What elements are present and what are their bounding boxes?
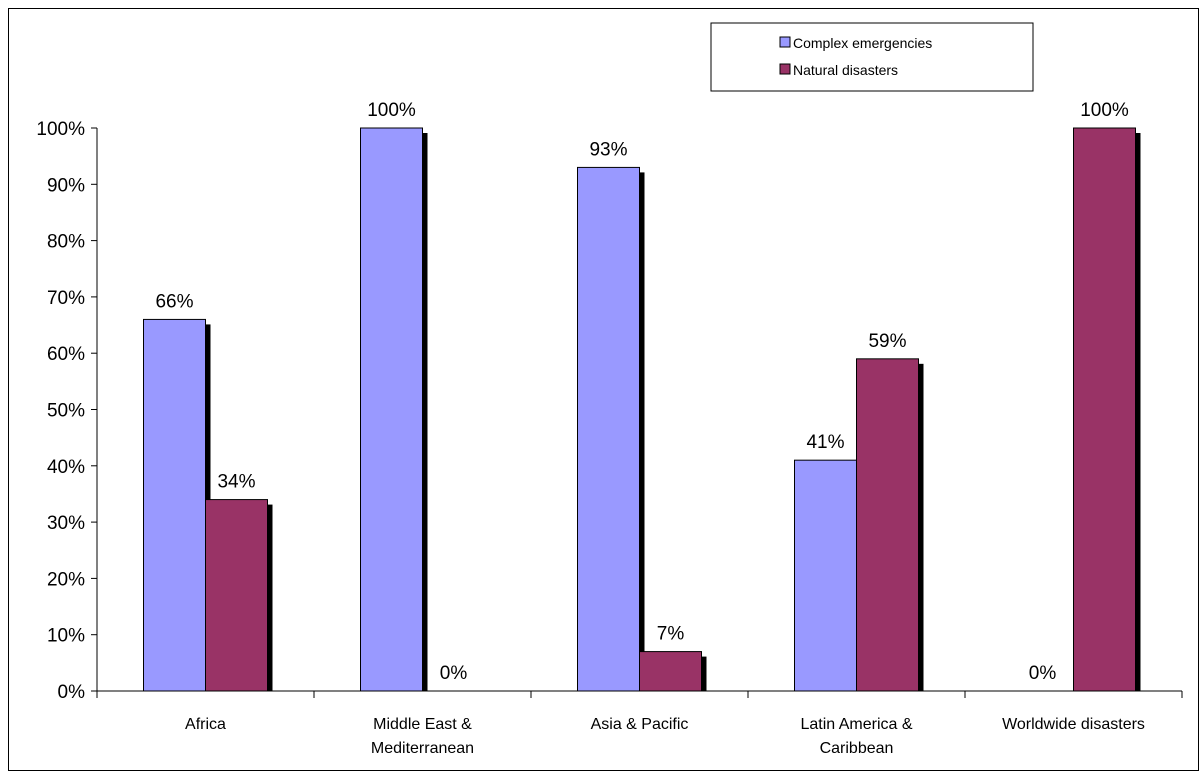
data-label: 41% [806,432,844,453]
legend: Complex emergencies Natural disasters [710,22,1034,92]
bars [143,127,1141,692]
y-tick-label: 30% [47,513,85,534]
data-label: 0% [1029,663,1057,684]
bar-complex-emergencies [143,318,206,692]
y-tick-label: 90% [47,175,85,196]
y-tick-label: 50% [47,401,85,422]
legend-box [710,22,1034,92]
y-tick-label: 10% [47,626,85,647]
legend-swatch [779,36,791,48]
y-tick-label: 80% [47,232,85,253]
axes: 0% 10% 20% 30% 40% 50% 60% 70% 80% 90% 100% Africa M… [36,119,1183,757]
bar-complex-emergencies [577,166,640,692]
y-tick-label: 20% [47,569,85,590]
chart-frame: 0% 10% 20% 30% 40% 50% 60% 70% 80% 90% 100% Africa M… [8,8,1199,771]
legend-label: Complex emergencies [793,35,932,51]
y-tick-label: 0% [58,682,86,703]
bar-natural-disasters [856,358,919,692]
data-label: 100% [367,100,416,121]
data-label: 59% [868,331,906,352]
data-label: 7% [657,624,685,645]
bar-complex-emergencies [794,459,857,692]
x-category-label: Asia & Pacific [591,716,689,733]
data-label: 100% [1080,100,1129,121]
y-tick-label: 100% [36,119,85,140]
legend-swatch [779,63,791,75]
x-category-label: Latin America & Caribbean [800,716,912,757]
data-label: 34% [217,472,255,493]
legend-label: Natural disasters [793,62,898,78]
bar-complex-emergencies [360,127,423,692]
data-label: 0% [440,663,468,684]
y-tick-label: 70% [47,288,85,309]
bar-natural-disasters [205,499,268,692]
bar-natural-disasters [1073,127,1136,692]
x-category-label: Middle East & Mediterranean [371,716,474,757]
y-tick-label: 40% [47,457,85,478]
data-label: 93% [589,139,627,160]
x-category-label: Africa [185,716,226,733]
data-label: 66% [155,291,193,312]
x-category-label: Worldwide disasters [1002,716,1145,733]
bar-natural-disasters [639,651,702,692]
data-labels: 66% 34% 100% 0% 93% 7% 41% 59% 0% 100% [155,100,1128,684]
bar-chart: 0% 10% 20% 30% 40% 50% 60% 70% 80% 90% 100% Africa M… [36,22,1183,757]
y-tick-label: 60% [47,344,85,365]
